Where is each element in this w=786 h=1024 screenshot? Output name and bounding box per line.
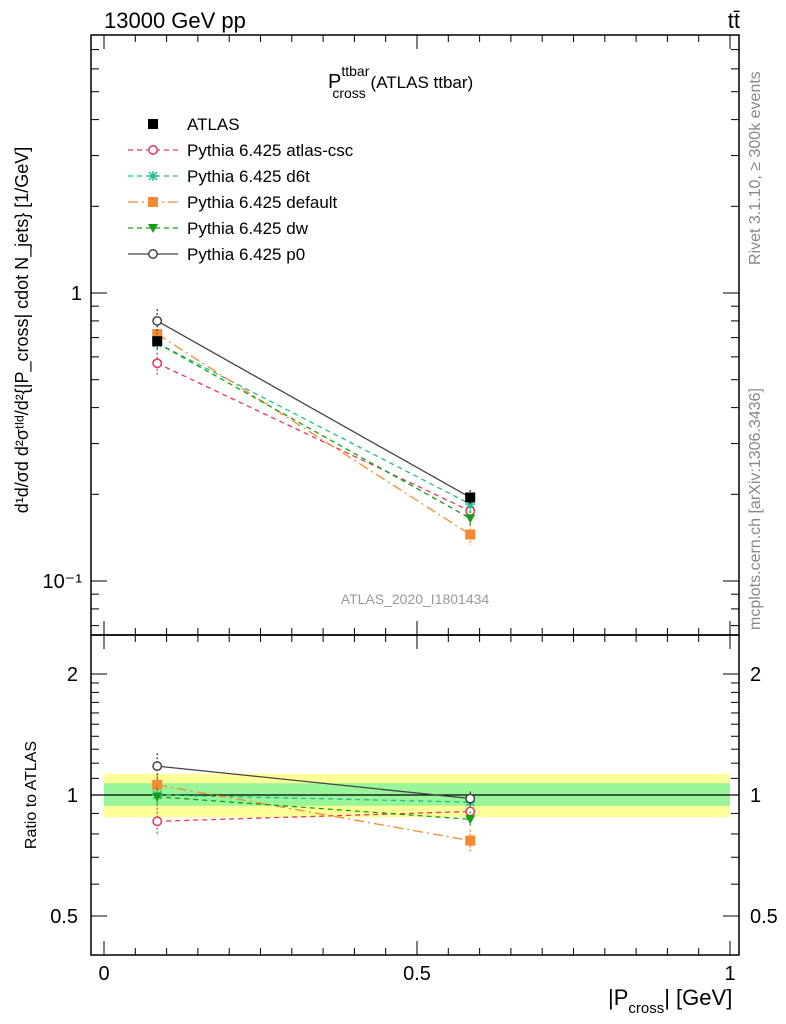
series-line-dw (156, 342, 471, 519)
legend-marker (148, 197, 158, 207)
mcplots-label: mcplots.cern.ch [arXiv:1306.3436] (747, 388, 764, 630)
xlabel-main: |P (608, 985, 628, 1010)
analysis-watermark: ATLAS_2020_I1801434 (341, 591, 490, 607)
point-dw (465, 514, 476, 524)
ratio-line-default (157, 784, 471, 842)
xlabel-sub: cross (628, 1000, 664, 1017)
ratio-tick-label-left: 0.5 (50, 906, 78, 928)
data-point (152, 336, 163, 347)
ylabel-ratio: Ratio to ATLAS (23, 741, 40, 849)
legend-marker (148, 224, 158, 233)
series-line-atlas_csc (156, 362, 471, 512)
ratio-point-p0 (465, 793, 476, 804)
series-line-p0 (156, 320, 471, 499)
ratio-line-d6t (157, 794, 471, 803)
series-line-d6t (156, 342, 471, 505)
ylabel-main: d¹d/σd d²σᵗᴵᵈ/d²{|P_cross| cdot N_jets} … (12, 147, 33, 514)
ratio-tick-label-right: 0.5 (750, 906, 778, 928)
point-atlas_csc (152, 358, 163, 369)
legend-marker (148, 171, 158, 181)
x-tick-label: 0.5 (403, 963, 431, 985)
ratio-point-atlas_csc (152, 816, 163, 827)
energy-label: 13000 GeV pp (104, 8, 246, 33)
process-label: tt̄ (728, 8, 740, 33)
ratio-band (91, 773, 739, 818)
ratio-series (152, 753, 476, 853)
point-p0 (152, 315, 163, 326)
series-line-default (156, 333, 471, 536)
ratio-line-atlas_csc (157, 810, 471, 822)
ratio-line-p0 (157, 765, 471, 800)
ratio-point-p0 (152, 761, 163, 772)
ratio-line-dw (157, 796, 471, 820)
legend-label: Pythia 6.425 p0 (187, 245, 305, 264)
legend-marker (148, 145, 158, 155)
ratio-point-default (465, 835, 476, 846)
ratio-point-dw (465, 815, 476, 825)
data-point (465, 492, 476, 503)
legend-label: Pythia 6.425 atlas-csc (187, 141, 354, 160)
legend-marker (148, 249, 158, 259)
title-sub: cross (332, 85, 365, 101)
rivet-label: Rivet 3.1.10, ≥ 300k events (747, 71, 764, 265)
plot-title: Pttbar cross (ATLAS ttbar) (328, 63, 473, 101)
axis-ticks: 0 0.5 1 1 10⁻¹ 0.5 0.5 1 1 2 2 (43, 35, 778, 985)
y-tick-label: 1 (71, 283, 82, 305)
ratio-point-default (152, 779, 163, 790)
xlabel: |Pcross| [GeV] (608, 985, 732, 1017)
ratio-tick-label-right: 1 (750, 785, 761, 807)
legend-label: Pythia 6.425 dw (187, 219, 309, 238)
xlabel-rest: | [GeV] (664, 985, 732, 1010)
legend-marker (148, 119, 158, 129)
x-tick-label: 0 (98, 963, 109, 985)
title-sup: ttbar (341, 63, 369, 79)
ratio-point-dw (152, 792, 163, 802)
ratio-tick-label-left: 1 (67, 785, 78, 807)
ratio-tick-label-left: 2 (67, 664, 78, 686)
y-tick-label: 10⁻¹ (43, 571, 83, 593)
main-series (152, 308, 476, 546)
title-main: P (328, 71, 341, 93)
legend-label: Pythia 6.425 default (187, 193, 338, 212)
x-tick-label: 1 (724, 963, 735, 985)
title-rest: (ATLAS ttbar) (366, 73, 473, 92)
legend: ATLAS Pythia 6.425 atlas-csc Pythia 6.425 … (128, 115, 354, 264)
point-default (465, 529, 476, 540)
legend-label: ATLAS (187, 115, 240, 134)
ratio-tick-label-right: 2 (750, 664, 761, 686)
legend-label: Pythia 6.425 d6t (187, 167, 310, 186)
